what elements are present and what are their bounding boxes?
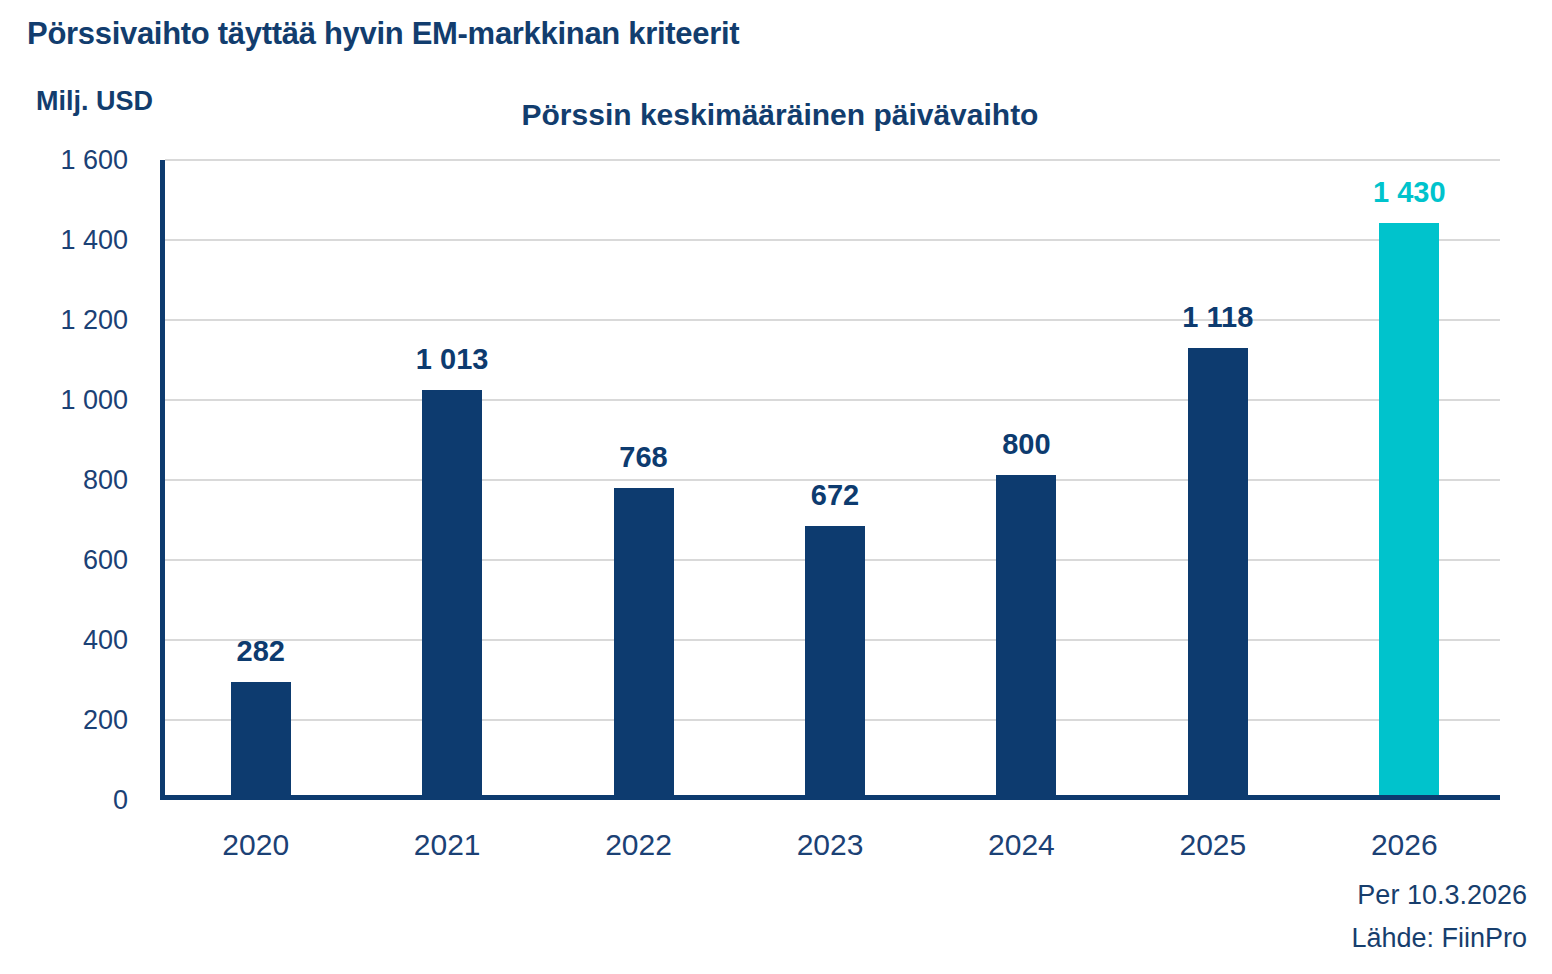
y-tick-label-400: 400	[0, 626, 128, 654]
y-tick-label-1000: 1 000	[0, 386, 128, 414]
chart-page: { "page_title": "Pörssivaihto täyttää hy…	[0, 0, 1552, 974]
x-tick-label-2025: 2025	[1133, 828, 1293, 862]
x-tick-label-2023: 2023	[750, 828, 910, 862]
x-tick-label-2026: 2026	[1324, 828, 1484, 862]
bar-2021	[422, 390, 482, 795]
bar-2025	[1188, 348, 1248, 795]
bar-value-label-2021: 1 013	[372, 343, 532, 376]
footnote-source: Lähde: FiinPro	[1351, 917, 1527, 960]
x-tick-label-2020: 2020	[176, 828, 336, 862]
y-tick-label-800: 800	[0, 466, 128, 494]
bar-value-label-2024: 800	[946, 428, 1106, 461]
bar-chart-plot-area: 282 1 013 768 672 800 1 118 1 430	[160, 160, 1500, 800]
bar-value-label-2022: 768	[564, 441, 724, 474]
y-tick-label-1200: 1 200	[0, 306, 128, 334]
gridline-y-1000	[165, 399, 1500, 401]
gridline-y-1200	[165, 319, 1500, 321]
bar-2020	[231, 682, 291, 795]
x-tick-label-2022: 2022	[559, 828, 719, 862]
x-tick-label-2021: 2021	[367, 828, 527, 862]
page-title: Pörssivaihto täyttää hyvin EM-markkinan …	[27, 16, 739, 52]
bar-value-label-2026: 1 430	[1329, 176, 1489, 209]
bar-value-label-2020: 282	[181, 635, 341, 668]
gridline-y-1400	[165, 239, 1500, 241]
y-tick-label-600: 600	[0, 546, 128, 574]
chart-title: Pörssin keskimääräinen päivävaihto	[130, 98, 1430, 132]
bar-2024	[996, 475, 1056, 795]
y-tick-label-0: 0	[0, 786, 128, 814]
y-tick-label-1400: 1 400	[0, 226, 128, 254]
bar-value-label-2025: 1 118	[1138, 301, 1298, 334]
bar-2026	[1379, 223, 1439, 795]
source-footnote: Per 10.3.2026 Lähde: FiinPro	[1351, 874, 1527, 960]
y-tick-label-1600: 1 600	[0, 146, 128, 174]
bar-2022	[614, 488, 674, 795]
bar-2023	[805, 526, 865, 795]
footnote-date: Per 10.3.2026	[1351, 874, 1527, 917]
y-axis-tick-labels: 02004006008001 0001 2001 4001 600	[0, 160, 128, 800]
bar-value-label-2023: 672	[755, 479, 915, 512]
x-tick-label-2024: 2024	[941, 828, 1101, 862]
gridline-y-1600	[165, 159, 1500, 161]
y-tick-label-200: 200	[0, 706, 128, 734]
